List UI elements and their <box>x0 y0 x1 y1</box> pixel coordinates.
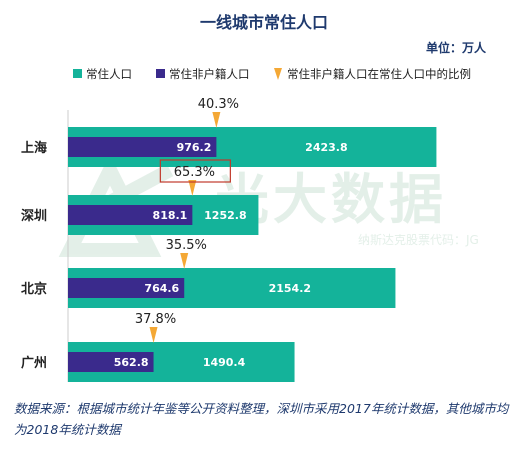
data-label-nonhukou: 818.1 <box>153 209 188 222</box>
legend-label-ratio: 常住非户籍人口在常住人口中的比例 <box>287 67 471 81</box>
data-label-resident: 1252.8 <box>204 209 246 222</box>
category-label: 北京 <box>21 281 47 297</box>
unit-label: 单位：万人 <box>426 40 487 55</box>
ratio-marker <box>212 112 221 128</box>
data-label-nonhukou: 562.8 <box>114 356 149 369</box>
bar-nonhukou <box>68 137 217 157</box>
data-label-resident: 2423.8 <box>305 141 347 154</box>
ratio-marker <box>180 253 189 269</box>
chart-title: 一线城市常住人口 <box>200 13 328 32</box>
data-label-ratio: 65.3% <box>174 165 215 180</box>
chart-marks: 上海 2423.8 976.2 40.3% 深圳 1252.8 818.1 65.3% 北京 21… <box>21 97 437 382</box>
bar-nonhukou <box>68 278 185 298</box>
legend-swatch-nonhukou <box>156 69 165 78</box>
category-label: 广州 <box>21 355 47 371</box>
legend-label-nonhukou: 常住非户籍人口 <box>169 67 250 81</box>
category-label: 深圳 <box>21 208 47 224</box>
data-label-nonhukou: 764.6 <box>144 282 179 295</box>
data-label-nonhukou: 976.2 <box>177 141 212 154</box>
data-label-resident: 2154.2 <box>269 282 311 295</box>
legend-label-resident: 常住人口 <box>86 67 132 81</box>
ratio-marker <box>149 327 158 343</box>
legend: 常住人口 常住非户籍人口 常住非户籍人口在常住人口中的比例 <box>73 67 471 81</box>
data-label-ratio: 40.3% <box>198 97 239 112</box>
data-label-ratio: 35.5% <box>166 238 207 253</box>
bar-nonhukou <box>68 352 154 372</box>
legend-swatch-resident <box>73 69 82 78</box>
source-note: 数据来源：根据城市统计年鉴等公开资料整理，深圳市采用2017年统计数据，其他城市… <box>14 401 509 437</box>
population-chart: 光大数据 纳斯达克股票代码：JG 一线城市常住人口 单位：万人 常住人口 常住非… <box>21 13 487 382</box>
data-label-resident: 1490.4 <box>203 356 246 369</box>
ratio-marker <box>188 180 197 196</box>
highlight-box <box>159 159 231 183</box>
data-label-ratio: 37.8% <box>135 312 176 327</box>
bar-nonhukou <box>68 205 193 225</box>
legend-marker-ratio-icon <box>274 68 282 80</box>
watermark-subtext: 纳斯达克股票代码：JG <box>358 233 479 247</box>
category-label: 上海 <box>21 140 47 156</box>
